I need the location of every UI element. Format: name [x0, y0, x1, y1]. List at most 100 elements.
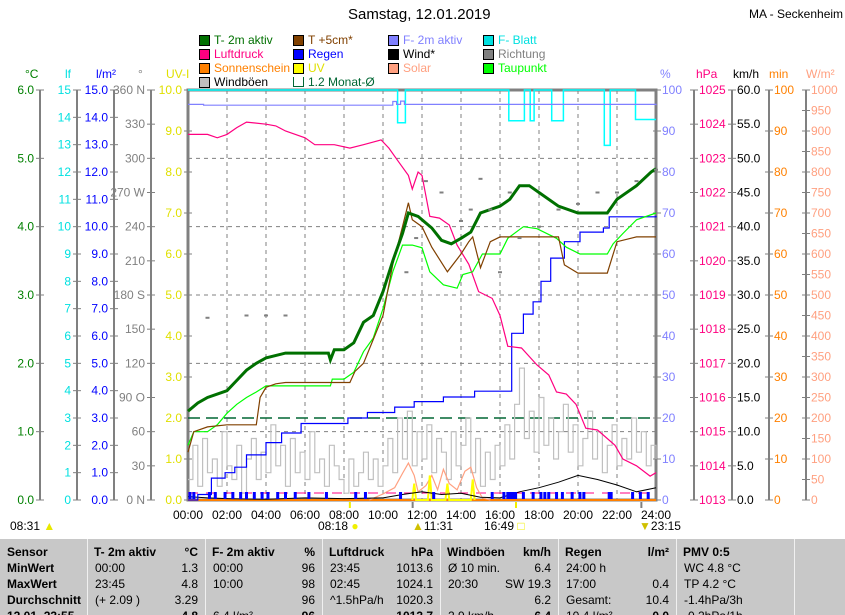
- table-header: Luftdruck: [329, 545, 385, 559]
- table-value: 1013.6: [396, 561, 433, 575]
- legend-swatch: [293, 77, 304, 87]
- axis-tick-label: 3: [64, 411, 71, 425]
- axis-tick-label: 4: [64, 384, 71, 398]
- column-divider: [87, 539, 88, 615]
- table-cell: (+ 2.09 ): [95, 593, 141, 607]
- table-value: 3.29: [174, 593, 198, 607]
- moonrise-time: 08:31 ▲: [10, 519, 56, 533]
- axis-tick-label: 10: [662, 452, 676, 466]
- wind-direction-point: [654, 168, 658, 171]
- series-regen: [188, 215, 657, 501]
- rain-bar: [560, 492, 564, 499]
- weather-chart: °C0.01.02.03.04.05.06.0lf012345678910111…: [17, 67, 838, 522]
- rain-bar: [514, 492, 518, 499]
- rain-bar: [609, 492, 613, 499]
- rain-bar: [223, 492, 227, 499]
- axis-tick-label: 0.0: [17, 493, 34, 507]
- axis-tick-label: 1013: [699, 493, 726, 507]
- table-value: 1020.3: [396, 593, 433, 607]
- sunset-icon: □: [517, 519, 525, 533]
- chart-title: Samstag, 12.01.2019: [348, 6, 491, 23]
- axis-tick-label: 10.0: [159, 83, 183, 97]
- legend-item: 1.2 Monat-Ø: [293, 75, 375, 89]
- table-cell: 23:45: [330, 561, 361, 575]
- axis-tick-label: 12.0: [85, 165, 109, 179]
- moon-transit-time: ▲11:31: [412, 519, 454, 533]
- axis-tick-label: 100: [774, 83, 794, 97]
- axis-tick-label: 90: [774, 124, 788, 138]
- axis-tick-label: 11: [59, 192, 72, 206]
- legend-label: 1.2 Monat-Ø: [308, 75, 375, 89]
- wind-direction-point: [576, 202, 580, 205]
- moon-icon: ▲: [43, 519, 56, 533]
- table-value: 4.8: [181, 577, 198, 591]
- table-value: 6.4: [445, 609, 551, 615]
- series-t-5cm: [187, 202, 656, 453]
- axis-tick-label: 1.0: [165, 452, 182, 466]
- wind-direction-point: [634, 180, 639, 183]
- table-cell: TP 4.2 °C: [684, 577, 736, 591]
- table-header-unit: hPa: [410, 545, 433, 559]
- legend-swatch: [388, 34, 399, 46]
- axis-tick-label: 2.0: [17, 356, 34, 370]
- axis-tick-label: 11.0: [86, 192, 109, 206]
- axis-tick-label: 3.0: [17, 288, 34, 302]
- rain-bar: [531, 492, 535, 499]
- x-tick-label: 06:00: [290, 508, 320, 522]
- axis-tick-label: 0 N: [126, 493, 145, 507]
- axis-tick-label: 600: [811, 247, 831, 261]
- wind-direction-point: [507, 191, 512, 194]
- table-header-unit: %: [304, 545, 315, 559]
- rain-bar: [245, 492, 248, 499]
- axis-tick-label: 50: [811, 473, 825, 487]
- axis-tick-label: 1017: [699, 356, 726, 370]
- rain-bar: [570, 492, 574, 499]
- axis-tick-label: 150: [811, 432, 831, 446]
- axis-tick-label: 650: [811, 227, 831, 241]
- table-header: T- 2m aktiv: [94, 545, 157, 559]
- axis-tick-label: 9: [64, 247, 71, 261]
- wind-direction-point: [615, 191, 619, 194]
- axis-tick-label: 2.0: [91, 438, 108, 452]
- table-value: 0.4: [652, 577, 669, 591]
- sunset-time: 16:49 □: [484, 519, 525, 533]
- axis-unit-rain: l/m²: [96, 67, 116, 81]
- axis-tick-label: 250: [811, 391, 831, 405]
- axis-tick-label: 80: [774, 165, 788, 179]
- legend-swatch: [293, 34, 304, 46]
- legend-swatch: [388, 48, 399, 60]
- legend-label: T +5cm*: [308, 33, 353, 47]
- axis-tick-label: 210: [125, 254, 145, 268]
- legend-label: F- 2m aktiv: [403, 33, 463, 47]
- axis-tick-label: 30: [774, 370, 788, 384]
- table-cell: 23:45: [95, 577, 126, 591]
- axis-tick-label: 50: [662, 288, 676, 302]
- table-header-unit: l/m²: [647, 545, 669, 559]
- axis-tick-label: 3.0: [165, 370, 182, 384]
- table-cell: -0.2hPa/1h: [684, 609, 743, 615]
- rain-bar: [284, 492, 287, 499]
- table-value: 96: [301, 561, 315, 575]
- axis-tick-label: 40: [774, 329, 788, 343]
- axis-tick-label: 30.0: [737, 288, 761, 302]
- table-value: 96: [301, 593, 315, 607]
- x-tick-label: 04:00: [251, 508, 281, 522]
- legend-label: F- Blatt: [498, 33, 537, 47]
- table-cell: 10:00: [213, 577, 244, 591]
- axis-tick-label: 180 S: [114, 288, 145, 302]
- rain-bar: [508, 492, 512, 499]
- column-divider: [794, 539, 795, 615]
- axis-tick-label: 1.0: [91, 466, 108, 480]
- legend-label: Windböen: [214, 75, 269, 89]
- axis-tick-label: 6.0: [17, 83, 34, 97]
- axis-tick-label: 2: [64, 438, 71, 452]
- axis-tick-label: 5: [64, 356, 71, 370]
- axis-tick-label: 12: [58, 165, 72, 179]
- legend-label: Taupunkt: [498, 61, 547, 75]
- row-label: MinWert: [7, 561, 55, 575]
- axis-tick-label: 70: [774, 206, 788, 220]
- axis-tick-label: 4.0: [17, 220, 34, 234]
- x-tick-label: 02:00: [212, 508, 242, 522]
- axis-tick-label: 15.0: [85, 83, 109, 97]
- legend-item: UV: [293, 61, 325, 75]
